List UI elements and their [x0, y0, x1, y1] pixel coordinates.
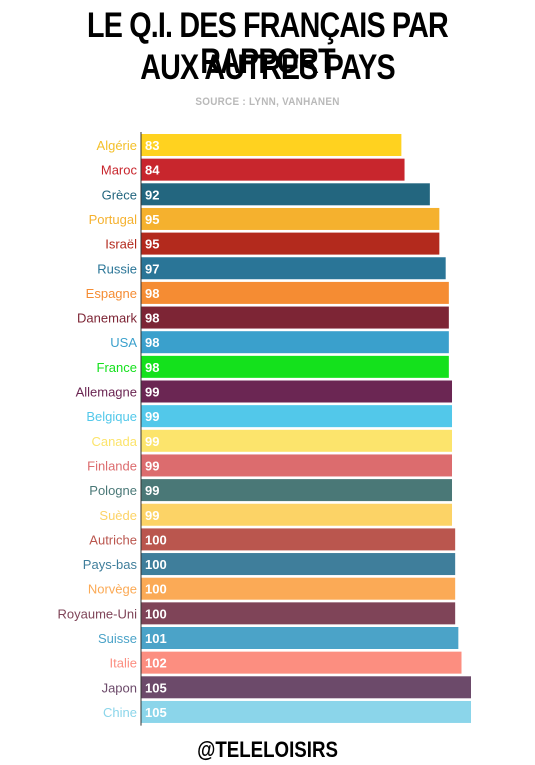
- category-label: Italie: [110, 656, 137, 671]
- category-label: Royaume-Uni: [58, 606, 138, 621]
- bar-norvège: [141, 577, 456, 600]
- value-label: 100: [145, 606, 167, 621]
- value-label: 99: [145, 385, 159, 400]
- value-label: 98: [145, 335, 159, 350]
- category-label: Suède: [99, 508, 137, 523]
- bar-belgique: [141, 405, 453, 428]
- category-label: Canada: [91, 434, 137, 449]
- bar-danemark: [141, 306, 449, 329]
- bar-maroc: [141, 158, 405, 181]
- category-label: France: [97, 360, 137, 375]
- bar-finlande: [141, 454, 453, 477]
- bar-japon: [141, 676, 471, 699]
- bar-israël: [141, 232, 440, 255]
- category-label: Allemagne: [76, 385, 137, 400]
- source-note: SOURCE : LYNN, VANHANEN: [195, 96, 340, 108]
- category-label: Japon: [102, 680, 137, 695]
- value-label: 99: [145, 458, 159, 473]
- bar-canada: [141, 429, 453, 452]
- value-label: 92: [145, 187, 159, 202]
- bar-espagne: [141, 281, 449, 304]
- category-label: Maroc: [101, 163, 138, 178]
- bar-pologne: [141, 479, 453, 502]
- bar-suède: [141, 503, 453, 526]
- bar-suisse: [141, 627, 459, 649]
- value-label: 98: [145, 360, 159, 375]
- value-label: 99: [145, 483, 159, 498]
- value-label: 101: [145, 631, 167, 646]
- value-label: 97: [145, 261, 159, 276]
- category-label: Finlande: [87, 458, 137, 473]
- category-label: Danemark: [77, 311, 137, 326]
- bar-autriche: [141, 528, 456, 551]
- bar-algérie: [141, 134, 402, 156]
- bar-royaume-uni: [141, 602, 456, 625]
- bar-portugal: [141, 207, 440, 230]
- bar-italie: [141, 651, 462, 674]
- category-label: Pologne: [89, 483, 137, 498]
- bar-chine: [141, 700, 471, 723]
- credit-handle: @TELELOISIRS: [197, 737, 338, 762]
- bar-france: [141, 355, 449, 378]
- category-label: Pays-bas: [83, 557, 138, 572]
- value-label: 100: [145, 557, 167, 572]
- value-label: 95: [145, 237, 159, 252]
- category-label: Israël: [105, 237, 137, 252]
- category-label: Autriche: [89, 532, 137, 547]
- category-label: Espagne: [86, 286, 137, 301]
- value-label: 98: [145, 286, 159, 301]
- category-label: USA: [110, 335, 137, 350]
- value-label: 99: [145, 409, 159, 424]
- bar-allemagne: [141, 380, 453, 403]
- bar-pays-bas: [141, 553, 456, 576]
- category-label: Russie: [97, 261, 137, 276]
- category-label: Norvège: [88, 582, 137, 597]
- category-label: Grèce: [102, 187, 137, 202]
- category-label: Belgique: [86, 409, 137, 424]
- value-label: 105: [145, 680, 167, 695]
- value-label: 95: [145, 212, 159, 227]
- category-label: Algérie: [97, 138, 137, 153]
- value-label: 105: [145, 705, 167, 720]
- value-label: 84: [145, 163, 160, 178]
- bar-grèce: [141, 183, 430, 206]
- value-label: 100: [145, 532, 167, 547]
- value-label: 102: [145, 656, 167, 671]
- value-label: 83: [145, 138, 159, 153]
- bar-russie: [141, 257, 446, 280]
- chart-title-line-1: LE Q.I. DES FRANÇAIS PAR RAPPORT: [87, 6, 449, 81]
- value-label: 99: [145, 508, 159, 523]
- category-label: Suisse: [98, 631, 137, 646]
- chart-title-line-2: AUX AUTRES PAYS: [140, 48, 395, 87]
- value-label: 98: [145, 311, 159, 326]
- category-label: Portugal: [89, 212, 138, 227]
- value-label: 100: [145, 582, 167, 597]
- bar-usa: [141, 331, 449, 354]
- category-label: Chine: [103, 705, 137, 720]
- value-label: 99: [145, 434, 159, 449]
